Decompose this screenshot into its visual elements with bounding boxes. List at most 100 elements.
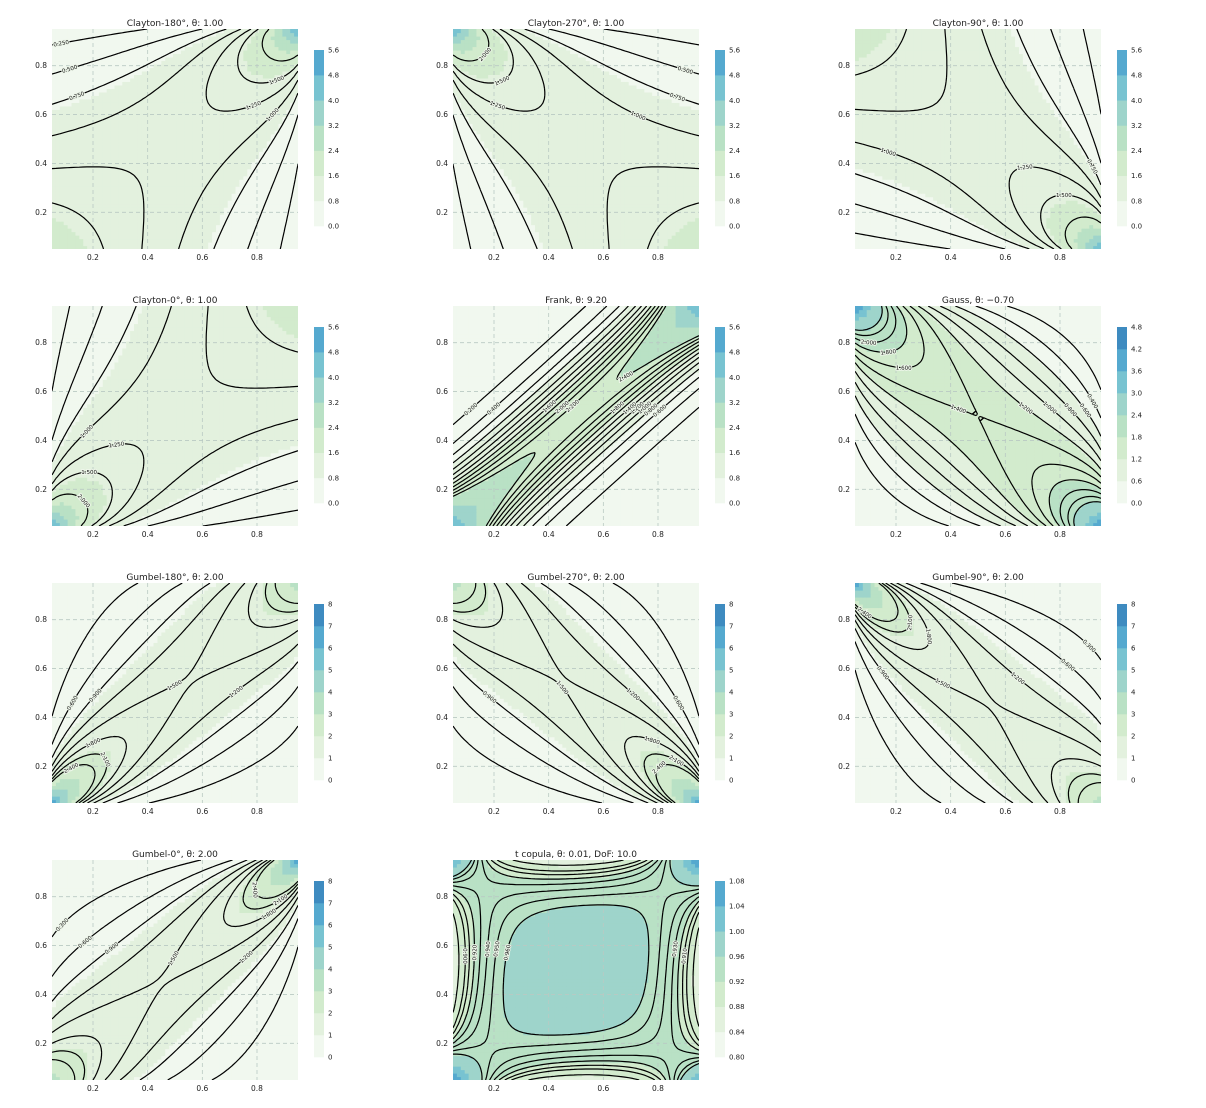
colorbar-tick-label: 0.92 bbox=[729, 978, 745, 986]
colorbar-segment bbox=[314, 903, 324, 926]
y-tick-label: 0.4 bbox=[436, 990, 448, 999]
colorbar-tick-label: 2.4 bbox=[1131, 412, 1143, 420]
contour-0.500 bbox=[453, 29, 699, 249]
contour-1.200 bbox=[855, 306, 1101, 526]
contour-1.250 bbox=[855, 29, 1101, 249]
contour-1.500 bbox=[52, 860, 298, 1080]
x-tick-label: 0.8 bbox=[652, 530, 664, 539]
x-tick-label: 0.2 bbox=[488, 530, 500, 539]
y-tick-label: 0.2 bbox=[838, 208, 850, 217]
colorbar-tick-label: 8 bbox=[1131, 601, 1135, 609]
colorbar-tick-label: 5.6 bbox=[328, 47, 340, 55]
contour-0.400 bbox=[453, 306, 699, 526]
colorbar-segment bbox=[314, 477, 324, 504]
x-tick-label: 0.8 bbox=[251, 1084, 263, 1093]
contour-1.800 bbox=[453, 306, 699, 526]
contour-label: 1.800 bbox=[880, 349, 897, 357]
colorbar-tick-label: 0.84 bbox=[729, 1028, 745, 1036]
x-tick-label: 0.2 bbox=[87, 253, 99, 262]
y-tick-label: 0.8 bbox=[838, 338, 850, 347]
contour-1.500 bbox=[453, 583, 699, 803]
colorbar-tick-label: 7 bbox=[1131, 623, 1135, 631]
colorbar-tick-label: 1.08 bbox=[729, 878, 745, 886]
contour-label: 1.600 bbox=[896, 366, 912, 372]
axes: 0.2 0.4 0.6 0.8 0.2 0.4 0.6 0.8 bbox=[35, 615, 263, 816]
contour-2.400 bbox=[52, 583, 298, 803]
colorbar-segment bbox=[314, 427, 324, 454]
colorbar-tick-label: 6 bbox=[1131, 645, 1136, 653]
contour-1.200 bbox=[855, 583, 1101, 803]
colorbar-segment bbox=[314, 736, 324, 759]
colorbar-segment bbox=[1117, 459, 1127, 482]
contour-2.000 bbox=[261, 29, 298, 62]
contour-0.600 bbox=[453, 306, 699, 526]
contour-0.600 bbox=[453, 583, 699, 803]
contour-0.750 bbox=[52, 306, 298, 526]
contour-label: 1.500 bbox=[81, 470, 97, 476]
subplot-gauss-0: Gauss, θ: −0.700.4000.6000.8001.0001.200… bbox=[838, 296, 1143, 539]
colorbar-segment bbox=[1117, 648, 1127, 671]
subplot-title: Clayton-0°, θ: 1.00 bbox=[133, 296, 218, 306]
density-field bbox=[52, 306, 298, 526]
colorbar-tick-label: 0 bbox=[1131, 777, 1135, 785]
x-tick-label: 0.8 bbox=[251, 253, 263, 262]
y-tick-label: 0.6 bbox=[35, 941, 47, 950]
y-tick-label: 0.6 bbox=[436, 387, 448, 396]
colorbar-segment bbox=[1117, 371, 1127, 394]
contour-2.100 bbox=[453, 583, 699, 803]
contour-2.200 bbox=[453, 306, 699, 526]
colorbar-tick-label: 3.2 bbox=[328, 122, 339, 130]
colorbar-tick-label: 4.0 bbox=[729, 97, 740, 105]
y-tick-label: 0.6 bbox=[35, 387, 47, 396]
colorbar-tick-label: 4 bbox=[729, 689, 734, 697]
subplot-title: Gumbel-180°, θ: 2.00 bbox=[126, 573, 224, 583]
colorbar-tick-label: 0.88 bbox=[729, 1003, 745, 1011]
contour-0.880 bbox=[453, 860, 699, 1080]
contour-1.800 bbox=[453, 583, 699, 803]
y-tick-label: 0.2 bbox=[35, 485, 47, 494]
colorbar: 0.0 0.8 1.6 2.4 3.2 4.0 4.8 5.6 bbox=[715, 324, 741, 508]
subplot-title: Gauss, θ: −0.70 bbox=[942, 296, 1015, 306]
axes: 0.2 0.4 0.6 0.8 0.2 0.4 0.6 0.8 bbox=[35, 61, 263, 262]
colorbar-tick-label: 3.2 bbox=[328, 399, 339, 407]
colorbar-tick-label: 2.4 bbox=[1131, 147, 1143, 155]
colorbar-tick-label: 4.8 bbox=[729, 72, 740, 80]
colorbar-tick-label: 5.6 bbox=[1131, 47, 1143, 55]
plot-gridlines bbox=[52, 29, 298, 249]
contour-0.300 bbox=[52, 583, 298, 803]
colorbar-segment bbox=[314, 50, 324, 76]
colorbar-segment bbox=[314, 175, 324, 202]
contour-label: 2.400 bbox=[251, 882, 258, 899]
colorbar-tick-label: 2.4 bbox=[328, 424, 340, 432]
colorbar-segment bbox=[715, 736, 725, 759]
colorbar-segment bbox=[314, 626, 324, 649]
colorbar-tick-label: 0 bbox=[328, 777, 332, 785]
plot-gridlines bbox=[855, 306, 1101, 526]
colorbar-tick-label: 1.6 bbox=[1131, 172, 1143, 180]
colorbar-segment bbox=[715, 402, 725, 428]
y-tick-label: 0.4 bbox=[35, 713, 47, 722]
contour-0.900 bbox=[52, 583, 298, 803]
colorbar-segment bbox=[715, 75, 725, 101]
contour-1.600 bbox=[855, 306, 1101, 526]
colorbar: 0.0 0.6 1.2 1.8 2.4 3.0 3.6 4.2 4.8 bbox=[1117, 324, 1143, 508]
colorbar-tick-label: 2.4 bbox=[729, 147, 741, 155]
x-tick-label: 0.2 bbox=[890, 807, 902, 816]
colorbar-segment bbox=[715, 352, 725, 378]
contour-1.400 bbox=[855, 306, 1101, 526]
contour-0.600 bbox=[855, 306, 1101, 526]
x-tick-label: 0.2 bbox=[87, 530, 99, 539]
subplot-title: Clayton-180°, θ: 1.00 bbox=[127, 19, 224, 29]
x-tick-label: 0.6 bbox=[196, 807, 208, 816]
colorbar-segment bbox=[715, 648, 725, 671]
contour-1.600 bbox=[453, 306, 699, 526]
x-tick-label: 0.4 bbox=[142, 807, 154, 816]
x-tick-label: 0.6 bbox=[196, 530, 208, 539]
colorbar-tick-label: 7 bbox=[729, 623, 733, 631]
contour-2.000 bbox=[453, 29, 490, 62]
colorbar-tick-label: 3 bbox=[1131, 711, 1135, 719]
y-tick-label: 0.6 bbox=[436, 664, 448, 673]
contour-2.400 bbox=[855, 306, 1101, 526]
